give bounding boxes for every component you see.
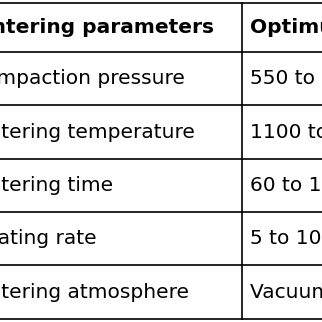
- Text: Optimum range: Optimum range: [251, 18, 322, 37]
- Text: 1100 to 1300°C: 1100 to 1300°C: [251, 123, 322, 142]
- Text: Sintering time: Sintering time: [0, 176, 113, 195]
- Text: Sintering parameters: Sintering parameters: [0, 18, 214, 37]
- Text: Heating rate: Heating rate: [0, 229, 97, 248]
- Text: 60 to 120 min: 60 to 120 min: [251, 176, 322, 195]
- Text: 550 to 700 MPa: 550 to 700 MPa: [251, 69, 322, 88]
- Text: Sintering temperature: Sintering temperature: [0, 123, 195, 142]
- Text: Vacuum or H₂: Vacuum or H₂: [251, 283, 322, 302]
- Text: 5 to 10°C/min: 5 to 10°C/min: [251, 229, 322, 248]
- Text: Compaction pressure: Compaction pressure: [0, 69, 185, 88]
- Text: Sintering atmosphere: Sintering atmosphere: [0, 283, 189, 302]
